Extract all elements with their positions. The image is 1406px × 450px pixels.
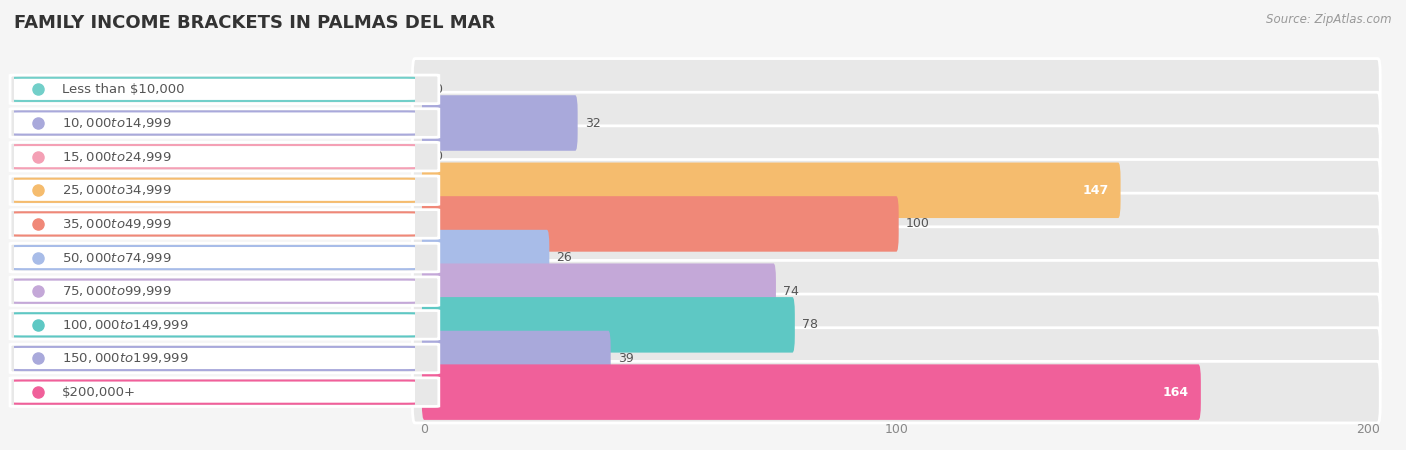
Text: $25,000 to $34,999: $25,000 to $34,999 bbox=[62, 183, 172, 197]
FancyBboxPatch shape bbox=[10, 243, 439, 272]
FancyBboxPatch shape bbox=[412, 193, 1381, 255]
FancyBboxPatch shape bbox=[412, 227, 1381, 288]
Text: $75,000 to $99,999: $75,000 to $99,999 bbox=[62, 284, 172, 298]
FancyBboxPatch shape bbox=[412, 361, 1381, 423]
Text: $150,000 to $199,999: $150,000 to $199,999 bbox=[62, 351, 188, 365]
FancyBboxPatch shape bbox=[412, 126, 1381, 188]
FancyBboxPatch shape bbox=[6, 179, 423, 202]
Text: 164: 164 bbox=[1163, 386, 1189, 399]
FancyBboxPatch shape bbox=[10, 277, 439, 306]
FancyBboxPatch shape bbox=[412, 328, 1381, 389]
FancyBboxPatch shape bbox=[422, 364, 1201, 420]
Text: 32: 32 bbox=[585, 117, 600, 130]
FancyBboxPatch shape bbox=[6, 212, 423, 235]
FancyBboxPatch shape bbox=[412, 294, 1381, 356]
FancyBboxPatch shape bbox=[422, 263, 776, 319]
Text: Source: ZipAtlas.com: Source: ZipAtlas.com bbox=[1267, 14, 1392, 27]
FancyBboxPatch shape bbox=[422, 331, 610, 386]
FancyBboxPatch shape bbox=[10, 344, 439, 373]
FancyBboxPatch shape bbox=[6, 347, 423, 370]
Text: $50,000 to $74,999: $50,000 to $74,999 bbox=[62, 251, 172, 265]
FancyBboxPatch shape bbox=[412, 261, 1381, 322]
FancyBboxPatch shape bbox=[422, 162, 1121, 218]
Text: Less than $10,000: Less than $10,000 bbox=[62, 83, 184, 96]
FancyBboxPatch shape bbox=[422, 95, 578, 151]
Text: 147: 147 bbox=[1083, 184, 1109, 197]
FancyBboxPatch shape bbox=[412, 58, 1381, 120]
Text: 74: 74 bbox=[783, 285, 799, 298]
FancyBboxPatch shape bbox=[10, 310, 439, 339]
Text: 39: 39 bbox=[617, 352, 634, 365]
Text: 26: 26 bbox=[557, 251, 572, 264]
FancyBboxPatch shape bbox=[422, 297, 794, 353]
Text: $15,000 to $24,999: $15,000 to $24,999 bbox=[62, 150, 172, 164]
FancyBboxPatch shape bbox=[6, 313, 423, 337]
FancyBboxPatch shape bbox=[6, 381, 423, 404]
Text: FAMILY INCOME BRACKETS IN PALMAS DEL MAR: FAMILY INCOME BRACKETS IN PALMAS DEL MAR bbox=[14, 14, 495, 32]
FancyBboxPatch shape bbox=[6, 279, 423, 303]
Text: 78: 78 bbox=[801, 318, 818, 331]
FancyBboxPatch shape bbox=[412, 159, 1381, 221]
FancyBboxPatch shape bbox=[10, 142, 439, 171]
Text: 0: 0 bbox=[433, 150, 441, 163]
FancyBboxPatch shape bbox=[6, 246, 423, 269]
FancyBboxPatch shape bbox=[422, 230, 550, 285]
Text: $100,000 to $149,999: $100,000 to $149,999 bbox=[62, 318, 188, 332]
FancyBboxPatch shape bbox=[6, 112, 423, 135]
FancyBboxPatch shape bbox=[10, 176, 439, 205]
FancyBboxPatch shape bbox=[10, 75, 439, 104]
FancyBboxPatch shape bbox=[6, 145, 423, 168]
FancyBboxPatch shape bbox=[10, 210, 439, 238]
FancyBboxPatch shape bbox=[10, 109, 439, 137]
Text: $200,000+: $200,000+ bbox=[62, 386, 136, 399]
Text: $35,000 to $49,999: $35,000 to $49,999 bbox=[62, 217, 172, 231]
Text: 100: 100 bbox=[905, 217, 929, 230]
Text: $10,000 to $14,999: $10,000 to $14,999 bbox=[62, 116, 172, 130]
Text: 0: 0 bbox=[433, 83, 441, 96]
FancyBboxPatch shape bbox=[6, 78, 423, 101]
FancyBboxPatch shape bbox=[412, 92, 1381, 154]
FancyBboxPatch shape bbox=[10, 378, 439, 406]
FancyBboxPatch shape bbox=[422, 196, 898, 252]
